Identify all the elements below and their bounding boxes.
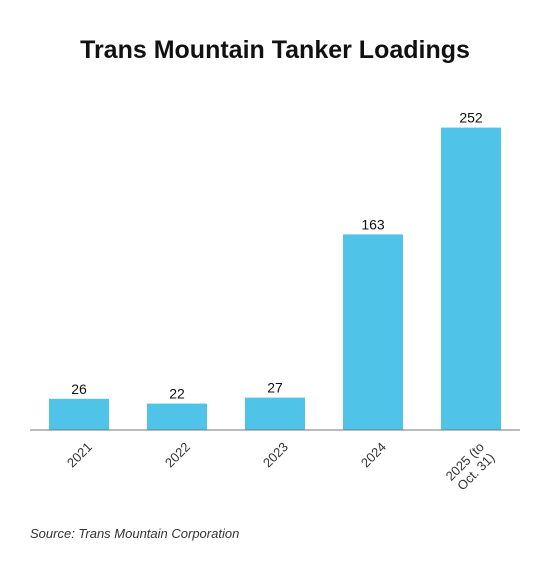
x-tick-label-3: 2023	[260, 439, 291, 470]
x-tick-label-5: 2025 (toOct. 31)	[443, 439, 498, 494]
bar-5	[441, 127, 501, 430]
data-label-4: 163	[361, 216, 385, 232]
x-tick-label-2: 2022	[162, 439, 193, 470]
data-label-1: 26	[71, 381, 87, 397]
bar-3	[245, 397, 305, 430]
bar-chart: 26 22 27 163 252 2021 2022 2023 2024 2025 (toOct…	[30, 110, 520, 494]
data-label-5: 252	[459, 110, 483, 126]
bar-2	[147, 403, 207, 430]
bar-4	[343, 234, 403, 430]
source-note: Source: Trans Mountain Corporation	[30, 526, 240, 541]
x-tick-label-4: 2024	[358, 439, 389, 470]
bar-1	[49, 398, 109, 430]
data-label-3: 27	[267, 380, 283, 396]
chart-title: Trans Mountain Tanker Loadings	[80, 36, 470, 64]
x-tick-label-1: 2021	[64, 439, 95, 470]
data-label-2: 22	[169, 386, 185, 402]
